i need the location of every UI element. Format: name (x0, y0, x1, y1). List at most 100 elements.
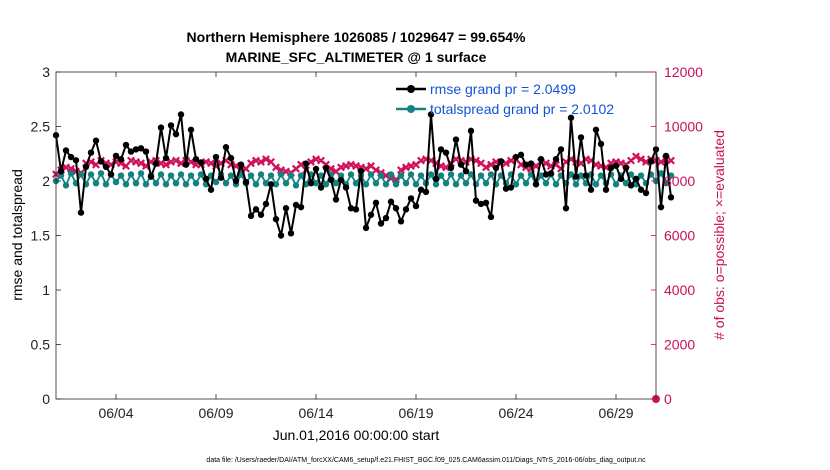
totalspread-point (177, 171, 185, 178)
totalspread-point (312, 179, 320, 187)
rmse-point (142, 148, 150, 155)
rmse-point (212, 153, 220, 161)
x-tick-label: 06/19 (398, 405, 433, 421)
rmse-point (107, 171, 115, 178)
rmse-point (452, 136, 460, 143)
obs-evaluated-marker (642, 157, 650, 166)
obs-marker-stroke (372, 166, 380, 175)
totalspread-point (622, 179, 630, 187)
rmse-point (172, 130, 180, 138)
rmse-line (55, 114, 672, 236)
obs-marker-stroke (87, 157, 95, 166)
totalspread-point (287, 172, 295, 179)
y-axis-label-right: # of obs: o=possible; ×=evaluated (711, 130, 727, 340)
totalspread-point (657, 170, 665, 177)
rmse-point (657, 203, 665, 211)
y-tick-label: 1.5 (31, 228, 51, 244)
y-tick-label: 1 (42, 282, 50, 298)
totalspread-point (152, 179, 160, 187)
y-tick-label: 0 (42, 391, 50, 407)
y-tick-label: 2.5 (31, 119, 51, 135)
totalspread-point (187, 172, 195, 179)
y-tick-label: 3 (42, 64, 50, 80)
totalspread-point (552, 181, 560, 188)
totalspread-point (322, 181, 330, 188)
rmse-point (62, 147, 70, 154)
totalspread-point (197, 171, 205, 178)
rmse-point (422, 188, 430, 196)
totalspread-point (212, 178, 220, 186)
obs-evaluated-marker (482, 163, 490, 172)
obs-evaluated-marker (207, 159, 215, 168)
totalspread-point (442, 179, 450, 187)
totalspread-point (222, 179, 230, 187)
rmse-point (222, 144, 230, 151)
obs-marker-stroke (342, 162, 350, 170)
totalspread-point (597, 172, 605, 179)
obs-marker-stroke (167, 157, 175, 166)
rmse-point (667, 194, 675, 201)
totalspread-point (127, 171, 135, 178)
x-tick-label: 06/29 (598, 405, 633, 421)
obs-evaluated-marker (257, 157, 265, 166)
totalspread-point (332, 179, 340, 187)
obs-evaluated-marker (262, 155, 270, 164)
obs-marker-stroke (607, 159, 615, 168)
rmse-point (317, 184, 325, 191)
rmse-point (307, 179, 315, 187)
rmse-point (497, 158, 505, 165)
rmse-point (272, 215, 280, 223)
totalspread-point (627, 171, 635, 178)
totalspread-point (377, 172, 385, 179)
rmse-point (562, 205, 570, 212)
totalspread-point (112, 178, 120, 186)
obs-marker-stroke (177, 159, 185, 168)
obs-marker-stroke (642, 157, 650, 166)
totalspread-point (372, 179, 380, 187)
obs-marker-stroke (317, 156, 325, 165)
totalspread-point (297, 172, 305, 179)
obs-marker-stroke (667, 156, 675, 165)
rmse-point (72, 157, 80, 164)
y-right-tick-label: 4000 (664, 282, 695, 298)
data-file-footer: data file: /Users/raeder/DAI/ATM_forcXX/… (206, 457, 646, 464)
totalspread-point (272, 181, 280, 188)
rmse-point (412, 202, 420, 210)
rmse-point (527, 160, 535, 167)
obs-evaluated-marker (247, 159, 255, 168)
totalspread-point (407, 171, 415, 178)
rmse-point (322, 164, 330, 172)
y-tick-label: 0.5 (31, 337, 51, 353)
totalspread-point (97, 170, 105, 177)
rmse-point (477, 200, 485, 208)
obs-marker-stroke (487, 160, 495, 169)
totalspread-point (467, 171, 475, 178)
rmse-point (617, 175, 625, 183)
rmse-point (532, 181, 540, 188)
obs-evaluated-marker (272, 163, 280, 172)
rmse-point (612, 162, 620, 169)
totalspread-point (257, 171, 265, 178)
obs-marker-stroke (327, 164, 335, 173)
obs-marker-stroke (267, 157, 275, 166)
rmse-point (457, 161, 465, 168)
rmse-point (582, 172, 590, 179)
totalspread-point (172, 179, 180, 187)
y-tick-label: 2 (42, 173, 50, 189)
totalspread-point (352, 179, 360, 187)
rmse-point (177, 111, 185, 118)
legend-rmse-label: rmse grand pr = 2.0499 (430, 81, 576, 97)
totalspread-point (382, 181, 390, 188)
totalspread-point (92, 179, 100, 187)
x-tick-label: 06/04 (98, 405, 133, 421)
totalspread-point (247, 172, 255, 179)
obs-marker-stroke (527, 164, 535, 173)
totalspread-point (192, 179, 200, 187)
rmse-point (182, 161, 190, 168)
totalspread-point (77, 171, 85, 178)
rmse-point (247, 212, 255, 220)
totalspread-point (612, 181, 620, 188)
obs-marker-stroke (657, 157, 665, 166)
rmse-point (277, 232, 285, 239)
rmse-point (552, 156, 560, 163)
